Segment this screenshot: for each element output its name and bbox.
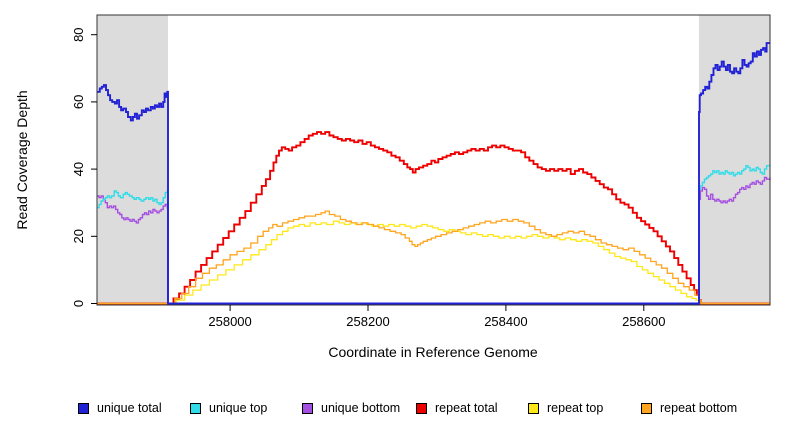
series-lines [97, 42, 771, 305]
legend-label: repeat bottom [660, 401, 738, 415]
x-tick-label: 258000 [208, 314, 251, 329]
series-line-unique-total [97, 42, 770, 305]
legend-label: repeat total [435, 401, 498, 415]
legend-label: unique bottom [321, 401, 401, 415]
series-line-unique-bottom [97, 176, 771, 305]
legend-item-repeat-top: repeat top [528, 398, 603, 418]
x-tick-label: 258200 [346, 314, 389, 329]
x-axis-ticks: 258000 258200 258400 258600 [208, 305, 665, 329]
legend-item-repeat-bottom: repeat bottom [641, 398, 737, 418]
repeat-total-swatch-icon [416, 402, 427, 414]
unique-bottom-swatch-icon [302, 402, 313, 414]
plot-border-box [96, 14, 771, 306]
y-axis-label: Read Coverage Depth [14, 90, 30, 229]
legend-label: repeat top [547, 401, 604, 415]
y-tick-label: 0 [71, 300, 86, 307]
x-tick-label: 258600 [622, 314, 665, 329]
series-line-repeat-total [97, 131, 770, 305]
legend: unique total unique top unique bottom re… [0, 398, 792, 424]
repeat-bottom-swatch-icon [641, 402, 652, 414]
series-line-repeat-bottom [97, 210, 770, 305]
x-tick-label: 258400 [484, 314, 527, 329]
masked-region-shading [97, 15, 770, 305]
shaded-region [97, 15, 168, 305]
y-tick-label: 80 [71, 27, 86, 41]
shaded-region [699, 15, 770, 305]
legend-item-unique-top: unique top [190, 398, 267, 418]
legend-item-unique-bottom: unique bottom [302, 398, 400, 418]
repeat-top-swatch-icon [528, 402, 539, 414]
unique-top-swatch-icon [190, 402, 201, 414]
y-tick-label: 60 [71, 95, 86, 109]
series-line-repeat-top [97, 220, 770, 305]
unique-total-swatch-icon [78, 402, 89, 414]
legend-item-unique-total: unique total [78, 398, 162, 418]
x-axis-label: Coordinate in Reference Genome [328, 344, 538, 360]
legend-label: unique top [209, 401, 268, 415]
y-tick-label: 20 [71, 229, 86, 243]
y-tick-label: 40 [71, 162, 86, 176]
y-axis-ticks: 0 20 40 60 80 [71, 27, 97, 307]
legend-label: unique total [97, 401, 162, 415]
legend-item-repeat-total: repeat total [416, 398, 498, 418]
chart-canvas: 258000 258200 258400 258600 0 20 40 60 80 Coord… [14, 14, 771, 360]
